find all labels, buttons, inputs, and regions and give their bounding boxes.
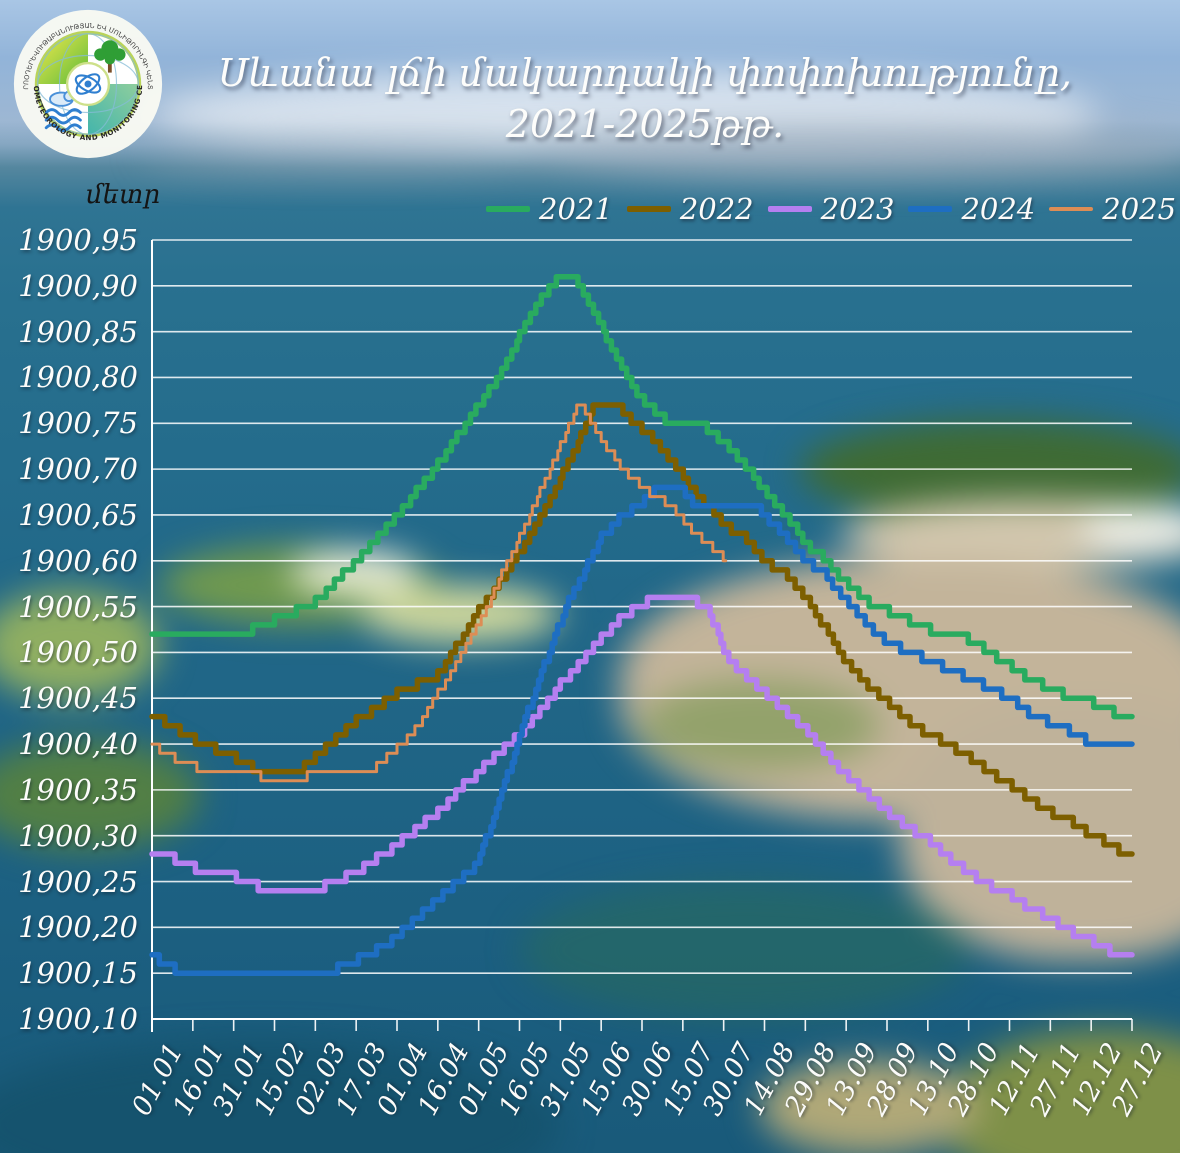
y-axis-label: 1900,30 xyxy=(18,818,138,853)
legend-item-2023: 2023 xyxy=(767,192,895,226)
y-axis-label: 1900,55 xyxy=(18,589,138,624)
series-line-2023 xyxy=(149,594,1135,958)
logo-waves-icon xyxy=(44,108,82,132)
chart-legend: 2021 2022 2023 2024 2025 xyxy=(486,192,1176,226)
legend-swatch-2021 xyxy=(486,206,530,212)
y-axis-label: 1900,40 xyxy=(18,727,138,762)
legend-item-2024: 2024 xyxy=(908,192,1035,226)
legend-swatch-2023 xyxy=(767,206,812,212)
chart-title-line2: 2021-2025թթ. xyxy=(505,102,785,147)
y-axis-label: 1900,25 xyxy=(18,864,138,899)
series-line-2022 xyxy=(149,402,1135,857)
chart-title: Սևանա լճի մակարդակի փոփոխությունը, 2021-… xyxy=(120,48,1170,151)
org-logo: «ՀԻԴՐՈՕԴԵՐԵՎՈՒԹԱԲԱՆՈՒԹՅԱՆ ԵՎ ՄՈՆԻԹՈՐԻՆԳԻ… xyxy=(12,8,163,159)
legend-label-2021: 2021 xyxy=(539,192,613,226)
y-axis-label: 1900,90 xyxy=(18,268,138,303)
legend-label-2022: 2022 xyxy=(679,192,754,226)
photo-shore xyxy=(0,590,160,700)
photo-flats xyxy=(640,680,880,770)
legend-swatch-2024 xyxy=(908,206,953,212)
y-axis-label: 1900,95 xyxy=(18,223,138,257)
logo-globe-meridians xyxy=(37,33,139,135)
legend-label-2024: 2024 xyxy=(961,192,1036,226)
y-axis-title: մետր xyxy=(86,180,160,210)
legend-label-2025: 2025 xyxy=(1102,192,1177,226)
legend-label-2023: 2023 xyxy=(820,192,895,226)
photo-sandbar xyxy=(290,550,420,595)
series-line-2021 xyxy=(149,273,1135,720)
y-axis-label: 1900,75 xyxy=(18,406,138,441)
y-axis-label: 1900,45 xyxy=(18,681,138,716)
logo-tree-icon xyxy=(94,40,126,73)
legend-swatch-2022 xyxy=(626,206,671,212)
series-line-2024 xyxy=(149,484,1135,976)
legend-item-2022: 2022 xyxy=(626,192,754,226)
photo-mountains xyxy=(140,138,560,172)
y-axis-label: 1900,65 xyxy=(18,497,138,532)
y-axis-label: 1900,85 xyxy=(18,314,138,349)
legend-item-2021: 2021 xyxy=(486,192,613,226)
y-axis-label: 1900,50 xyxy=(18,635,138,670)
photo-shore xyxy=(0,740,200,850)
series-line-2025 xyxy=(150,403,728,783)
legend-item-2025: 2025 xyxy=(1049,192,1176,226)
photo-fields xyxy=(760,1060,980,1153)
chart-title-line1: Սևանա լճի մակարդակի փոփոխությունը, xyxy=(218,51,1072,95)
y-axis-label: 1900,60 xyxy=(18,543,138,578)
photo-shoal xyxy=(520,880,970,1020)
y-axis-label: 1900,20 xyxy=(18,910,138,945)
logo-atom-icon xyxy=(74,73,102,95)
photo-beach xyxy=(1080,505,1180,551)
y-axis-label: 1900,80 xyxy=(18,360,138,395)
y-axis-label: 1900,15 xyxy=(18,956,138,991)
y-axis-label: 1900,10 xyxy=(18,1002,138,1036)
legend-swatch-2025 xyxy=(1049,207,1094,211)
photo-sandbar xyxy=(360,585,560,643)
y-axis-label: 1900,70 xyxy=(18,452,138,487)
photo-mountains xyxy=(520,125,1180,177)
y-axis-label: 1900,35 xyxy=(18,772,138,807)
